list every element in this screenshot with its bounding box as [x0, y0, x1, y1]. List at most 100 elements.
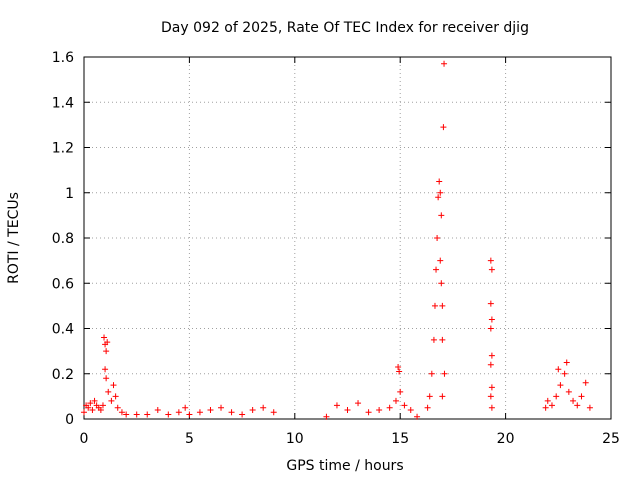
- data-point: [401, 402, 408, 409]
- data-point: [228, 409, 235, 416]
- y-tick-label: 0.8: [52, 231, 74, 247]
- data-point: [395, 363, 402, 370]
- data-point: [270, 409, 277, 416]
- data-point: [186, 411, 193, 418]
- y-axis: 0 0.2 0.4 0.6 0.8 1 1.2 1.4 1.6: [52, 50, 611, 428]
- y-tick-label: 0.2: [52, 367, 74, 383]
- grid: [84, 57, 611, 419]
- data-point: [436, 178, 443, 185]
- x-tick-label: 25: [602, 431, 620, 447]
- data-point: [561, 370, 568, 377]
- data-point: [430, 336, 437, 343]
- data-point: [108, 397, 115, 404]
- data-point: [81, 409, 87, 416]
- data-point: [103, 375, 110, 382]
- data-point: [438, 212, 445, 219]
- data-point: [428, 370, 435, 377]
- data-point: [578, 393, 585, 400]
- data-point: [397, 388, 404, 395]
- data-point: [487, 361, 494, 368]
- data-point: [439, 393, 446, 400]
- data-point: [557, 382, 564, 389]
- data-point: [487, 325, 494, 332]
- data-point: [182, 404, 189, 411]
- data-point: [488, 352, 495, 359]
- data-point: [175, 409, 182, 416]
- data-point: [154, 406, 161, 413]
- data-point: [260, 404, 267, 411]
- data-point: [101, 334, 108, 341]
- data-point: [555, 366, 562, 373]
- x-tick-label: 0: [80, 431, 89, 447]
- data-point: [544, 397, 551, 404]
- data-point: [407, 406, 414, 413]
- data-point: [586, 404, 593, 411]
- data-point: [433, 266, 440, 273]
- y-tick-label: 1.4: [52, 95, 74, 111]
- data-point: [114, 404, 121, 411]
- data-point: [218, 404, 225, 411]
- data-point: [386, 404, 393, 411]
- x-tick-label: 20: [497, 431, 515, 447]
- data-point: [118, 409, 125, 416]
- data-point: [207, 406, 214, 413]
- y-tick-label: 1.2: [52, 141, 74, 157]
- data-point: [488, 316, 495, 323]
- data-point: [437, 189, 444, 196]
- data-point: [440, 124, 447, 131]
- data-point: [144, 411, 151, 418]
- data-point: [488, 384, 495, 391]
- y-tick-label: 0.4: [52, 322, 74, 338]
- x-tick-label: 15: [391, 431, 409, 447]
- data-point: [355, 400, 362, 407]
- data-point: [89, 406, 96, 413]
- data-point: [376, 406, 383, 413]
- data-point: [87, 400, 94, 407]
- data-point: [392, 397, 399, 404]
- data-point: [441, 370, 448, 377]
- data-point: [97, 406, 104, 413]
- data-point: [110, 382, 117, 389]
- data-point: [582, 379, 589, 386]
- x-axis: 0 5 10 15 20 25: [80, 57, 620, 447]
- data-point: [104, 339, 111, 346]
- data-point: [105, 388, 112, 395]
- data-point: [439, 336, 446, 343]
- data-point: [563, 359, 570, 366]
- data-point: [438, 280, 445, 287]
- data-point: [239, 411, 246, 418]
- data-point: [123, 411, 130, 418]
- x-axis-label: GPS time / hours: [286, 458, 403, 474]
- data-point: [103, 348, 110, 355]
- data-point: [112, 393, 119, 400]
- x-tick-label: 10: [286, 431, 304, 447]
- data-point: [196, 409, 203, 416]
- data-point: [333, 402, 340, 409]
- data-point: [431, 302, 438, 309]
- data-point: [553, 393, 560, 400]
- plot-frame: [83, 56, 612, 420]
- data-point: [439, 302, 446, 309]
- data-point: [434, 235, 441, 241]
- data-point: [570, 397, 577, 404]
- data-point: [426, 393, 433, 400]
- data-point: [365, 409, 372, 416]
- y-tick-label: 0: [65, 412, 74, 428]
- data-point: [133, 411, 140, 418]
- data-point: [437, 257, 444, 264]
- data-point: [487, 393, 494, 400]
- y-tick-label: 1.6: [52, 50, 74, 66]
- chart-title: Day 092 of 2025, Rate Of TEC Index for r…: [161, 20, 529, 36]
- x-tick-label: 5: [185, 431, 194, 447]
- data-point: [542, 404, 549, 411]
- data-point: [396, 368, 403, 375]
- data-point: [99, 402, 106, 409]
- data-series: [81, 60, 593, 420]
- data-point: [487, 257, 494, 264]
- data-point: [91, 397, 98, 404]
- data-point: [414, 413, 421, 420]
- data-point: [344, 406, 351, 413]
- data-point: [548, 402, 555, 409]
- y-tick-label: 0.6: [52, 276, 74, 292]
